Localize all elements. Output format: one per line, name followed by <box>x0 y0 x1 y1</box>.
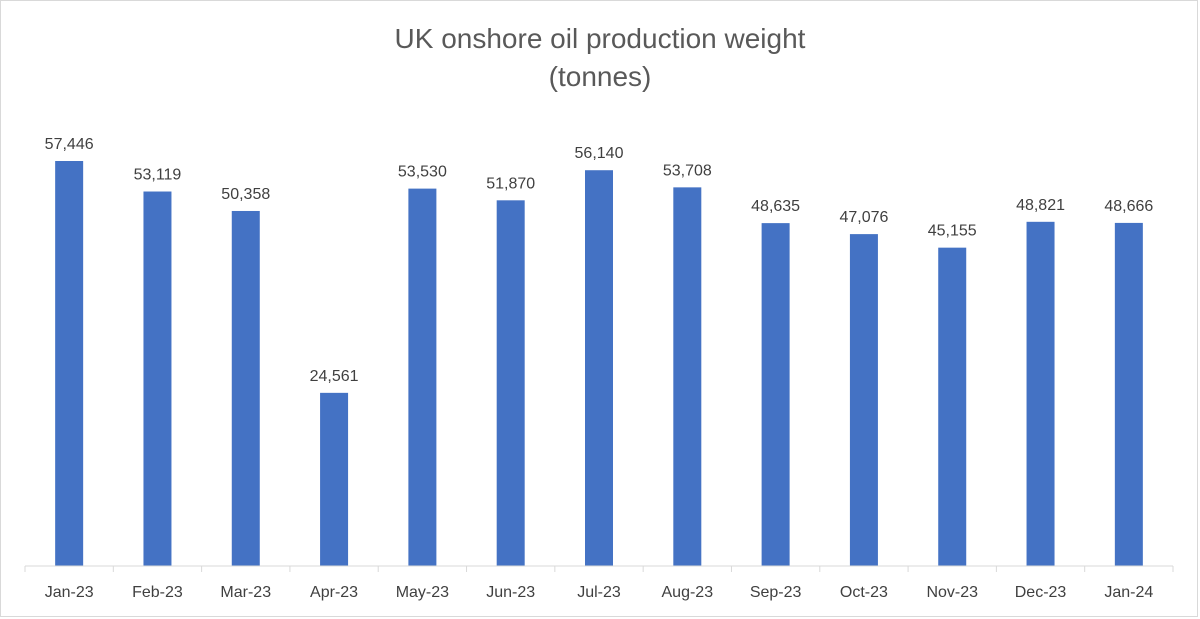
x-tick-label-oct-23: Oct-23 <box>840 584 888 601</box>
chart-title: UK onshore oil production weight <box>394 23 806 54</box>
bar-nov-23 <box>938 247 967 566</box>
x-ticks-group <box>24 566 1174 572</box>
chart-title-block: UK onshore oil production weight (tonnes… <box>0 20 1200 96</box>
value-label-jan-24: 48,666 <box>1104 198 1153 215</box>
value-label-may-23: 53,530 <box>398 164 447 181</box>
value-label-oct-23: 47,076 <box>839 209 888 226</box>
value-label-apr-23: 24,561 <box>310 368 359 385</box>
bar-jun-23 <box>496 200 525 566</box>
value-label-feb-23: 53,119 <box>134 167 182 184</box>
bar-feb-23 <box>143 191 172 566</box>
x-tick-label-may-23: May-23 <box>396 584 449 601</box>
x-tick-label-jun-23: Jun-23 <box>486 584 535 601</box>
value-label-jan-23: 57,446 <box>45 136 94 153</box>
bar-jan-23 <box>55 161 84 566</box>
x-tick-label-apr-23: Apr-23 <box>310 584 358 601</box>
x-tick-label-dec-23: Dec-23 <box>1015 584 1067 601</box>
value-labels-group: 57,446 53,119 50,358 24,561 53,530 51,870 56,1… <box>45 136 1154 385</box>
bar-dec-23 <box>1026 221 1055 566</box>
bar-sep-23 <box>761 223 790 567</box>
value-label-mar-23: 50,358 <box>221 186 270 203</box>
bar-jan-24 <box>1114 222 1143 566</box>
value-label-dec-23: 48,821 <box>1016 197 1065 214</box>
bar-aug-23 <box>673 187 702 567</box>
value-label-jun-23: 51,870 <box>486 175 535 192</box>
x-tick-label-sep-23: Sep-23 <box>750 584 802 601</box>
chart-subtitle: (tonnes) <box>548 61 652 92</box>
x-tick-label-mar-23: Mar-23 <box>220 584 271 601</box>
x-tick-label-jan-23: Jan-23 <box>45 584 94 601</box>
value-label-jul-23: 56,140 <box>575 145 624 162</box>
bar-may-23 <box>408 188 437 566</box>
x-tick-label-feb-23: Feb-23 <box>132 584 183 601</box>
bar-apr-23 <box>320 392 349 566</box>
value-label-aug-23: 53,708 <box>663 162 712 179</box>
x-tick-label-nov-23: Nov-23 <box>926 584 978 601</box>
x-tick-labels-group: Jan-23 Feb-23 Mar-23 Apr-23 May-23 Jun-23 Jul-… <box>45 584 1154 601</box>
x-tick-label-jan-24: Jan-24 <box>1104 584 1153 601</box>
bars-group <box>55 161 1143 567</box>
value-label-sep-23: 48,635 <box>751 198 800 215</box>
bar-jul-23 <box>585 170 613 566</box>
x-tick-label-aug-23: Aug-23 <box>662 584 714 601</box>
value-label-nov-23: 45,155 <box>928 223 977 240</box>
x-tick-label-jul-23: Jul-23 <box>577 584 621 601</box>
bar-oct-23 <box>849 234 878 566</box>
bar-mar-23 <box>231 210 260 566</box>
